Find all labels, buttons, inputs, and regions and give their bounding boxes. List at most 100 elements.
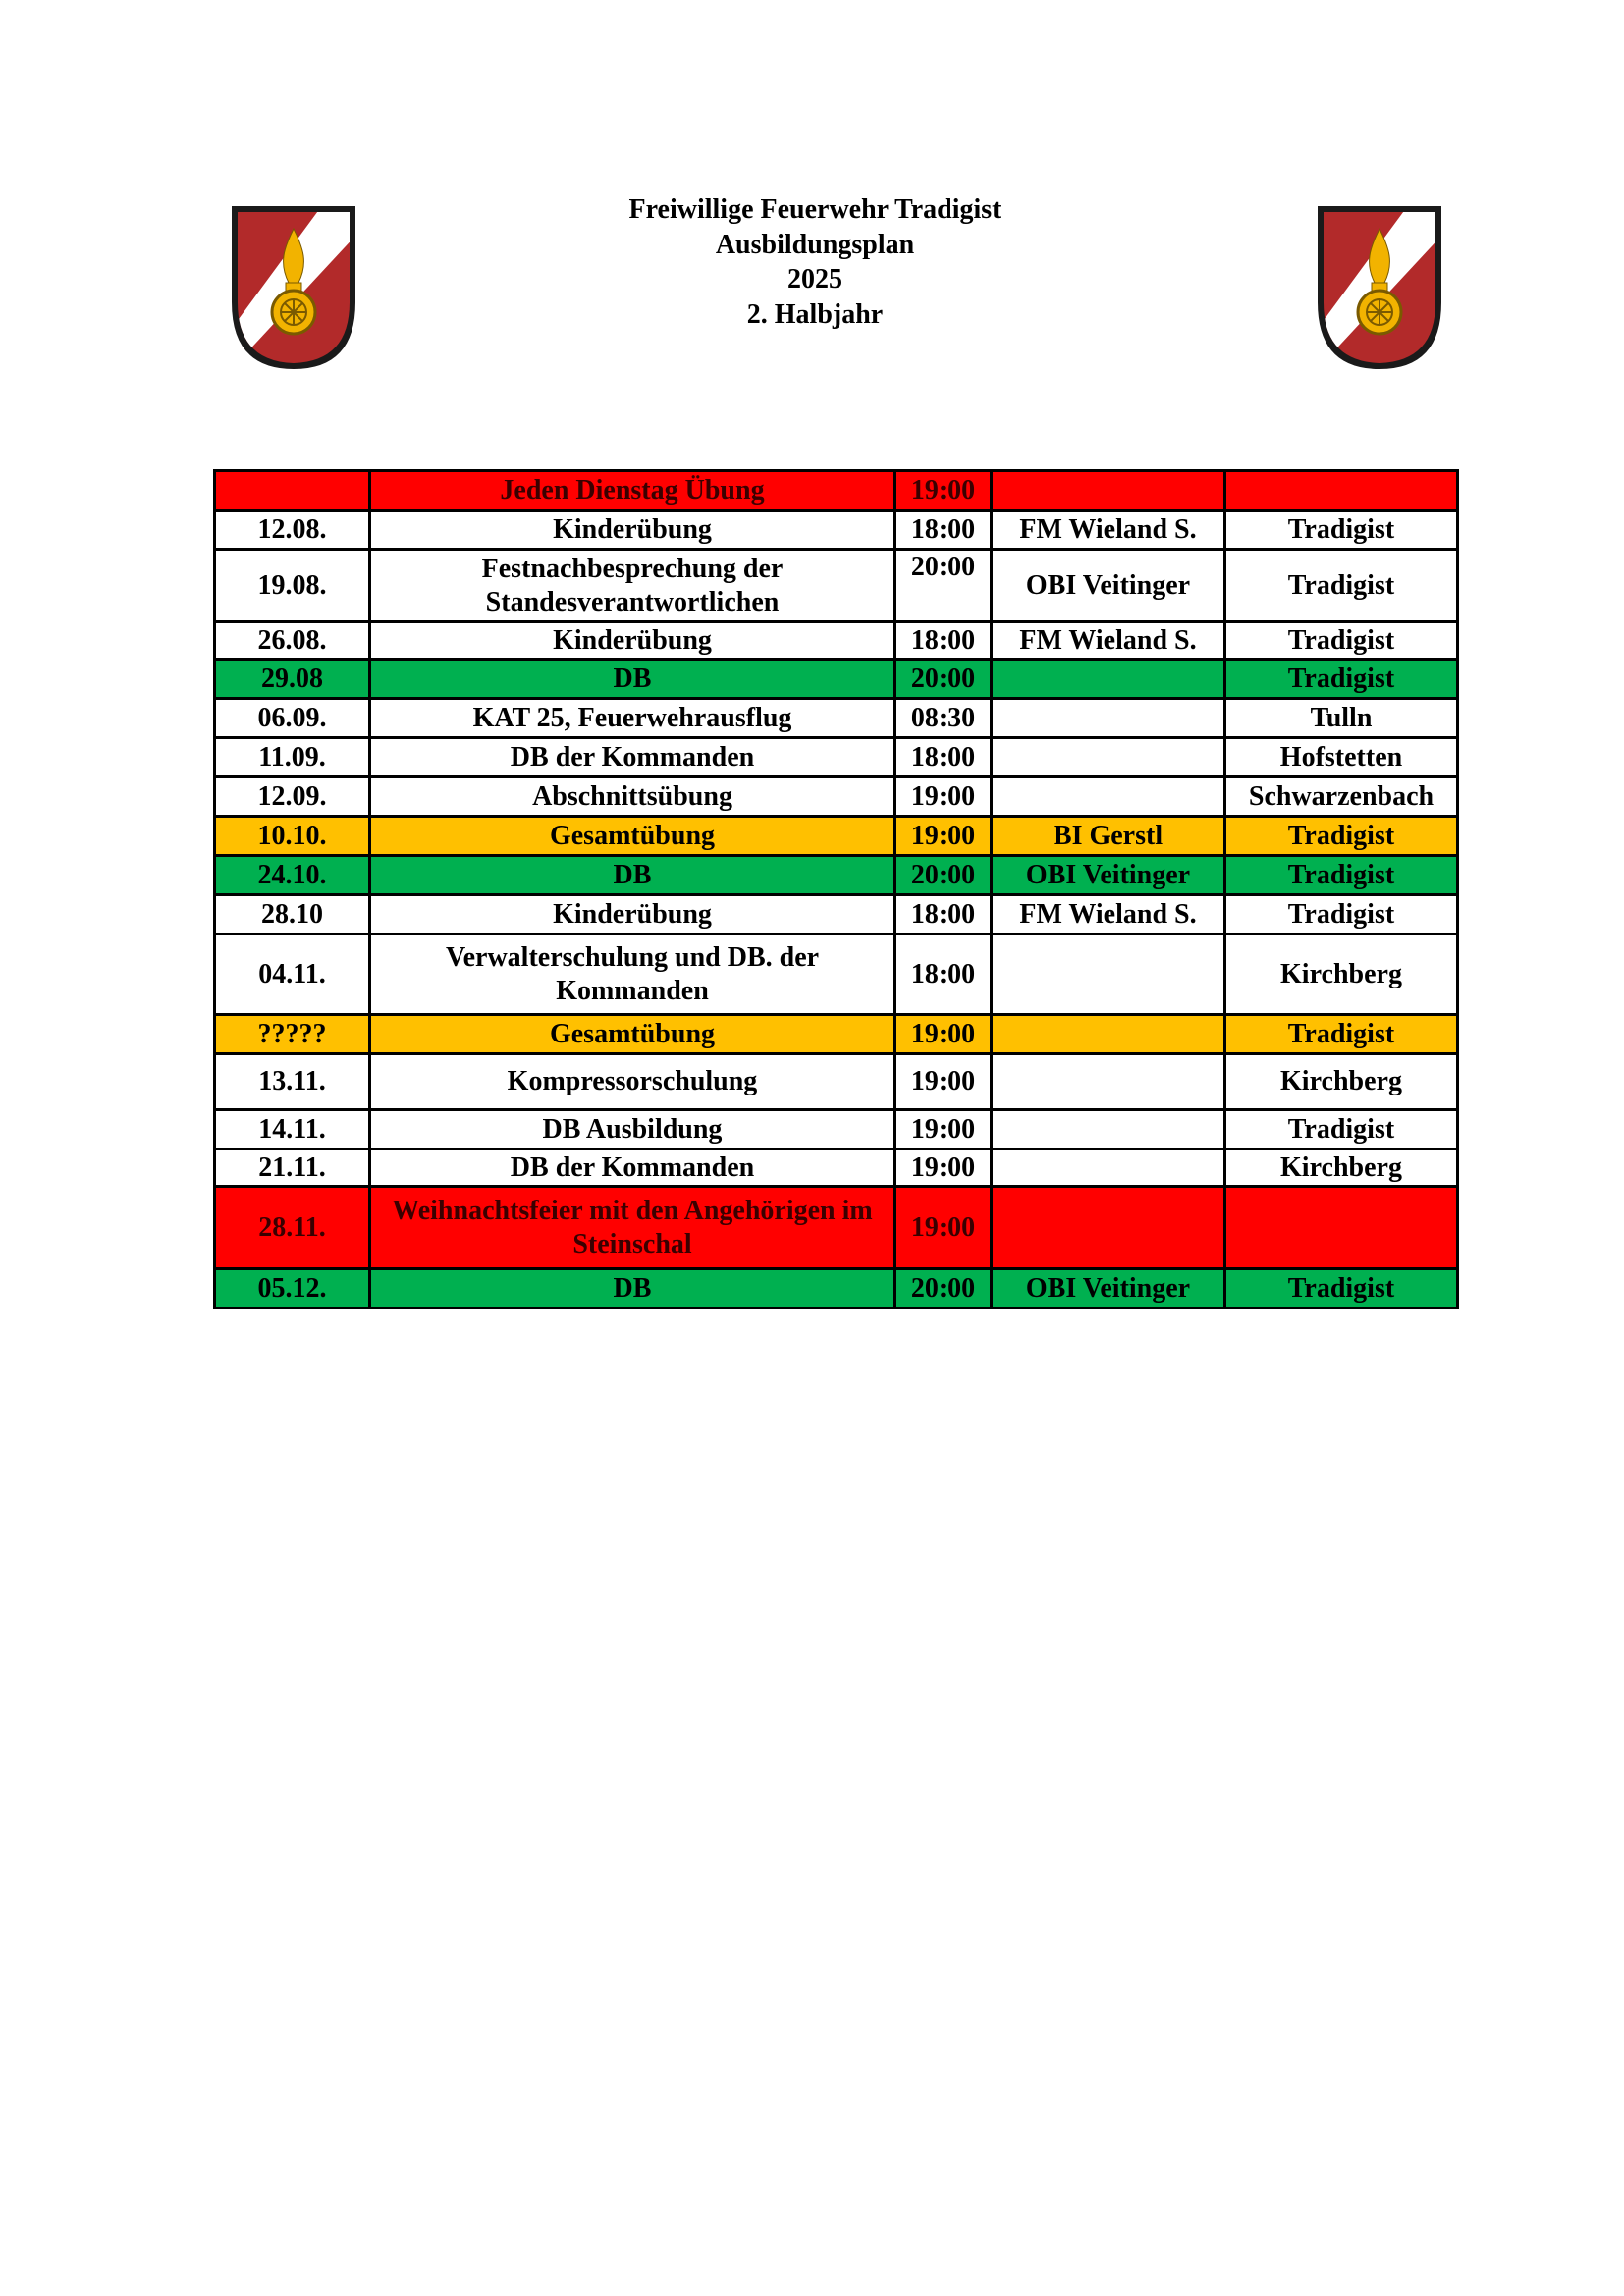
cell-event: KAT 25, Feuerwehrausflug [368, 697, 896, 739]
cell-event: Kinderübung [368, 620, 896, 661]
cell-event: DB [368, 854, 896, 896]
cell-date: 04.11. [213, 933, 371, 1016]
cell-time: 18:00 [893, 893, 993, 935]
cell-place: Tradigist [1223, 548, 1459, 623]
cell-date: 14.11. [213, 1108, 371, 1150]
cell-place: Tradigist [1223, 854, 1459, 896]
cell-place: Kirchberg [1223, 1148, 1459, 1188]
cell-lead [990, 697, 1226, 739]
cell-time: 19:00 [893, 1185, 993, 1270]
cell-date: 28.11. [213, 1185, 371, 1270]
cell-place [1223, 469, 1459, 512]
cell-lead: FM Wieland S. [990, 893, 1226, 935]
cell-place: Tradigist [1223, 1108, 1459, 1150]
cell-lead [990, 469, 1226, 512]
cell-date: 12.09. [213, 775, 371, 818]
cell-time: 19:00 [893, 1052, 993, 1111]
cell-place: Tulln [1223, 697, 1459, 739]
cell-date: 29.08 [213, 658, 371, 700]
cell-event: Kinderübung [368, 509, 896, 551]
fire-brigade-emblem-icon [1318, 206, 1441, 369]
cell-date: 11.09. [213, 736, 371, 778]
cell-place: Tradigist [1223, 658, 1459, 700]
cell-event: Festnachbesprechung der Standesverantwor… [368, 548, 896, 623]
cell-place: Tradigist [1223, 815, 1459, 857]
cell-date: 13.11. [213, 1052, 371, 1111]
document-title: Freiwillige Feuerwehr Tradigist Ausbildu… [520, 192, 1110, 332]
schedule-row: Jeden Dienstag Übung 19:00 [213, 469, 1459, 512]
schedule-row: 29.08 DB 20:00 Tradigist [213, 658, 1459, 700]
cell-time: 20:00 [893, 658, 993, 700]
cell-event: Jeden Dienstag Übung [368, 469, 896, 512]
title-year: 2025 [787, 264, 842, 294]
cell-event: Kinderübung [368, 893, 896, 935]
cell-lead [990, 1148, 1226, 1188]
cell-lead [990, 658, 1226, 700]
schedule-row: 05.12. DB 20:00 OBI Veitinger Tradigist [213, 1267, 1459, 1309]
cell-event: DB [368, 1267, 896, 1309]
cell-time: 19:00 [893, 815, 993, 857]
schedule-row: 11.09. DB der Kommanden 18:00 Hofstetten [213, 736, 1459, 778]
cell-place: Tradigist [1223, 893, 1459, 935]
cell-place: Tradigist [1223, 509, 1459, 551]
cell-event: DB Ausbildung [368, 1108, 896, 1150]
cell-lead: OBI Veitinger [990, 548, 1226, 623]
schedule-row: 06.09. KAT 25, Feuerwehrausflug 08:30 Tulln [213, 697, 1459, 739]
cell-lead [990, 736, 1226, 778]
cell-date: 21.11. [213, 1148, 371, 1188]
cell-time: 19:00 [893, 775, 993, 818]
cell-date: 06.09. [213, 697, 371, 739]
cell-event: Kompressorschulung [368, 1052, 896, 1111]
schedule-row: ????? Gesamtübung 19:00 Tradigist [213, 1013, 1459, 1055]
title-plan: Ausbildungsplan [715, 229, 915, 260]
cell-event: Weihnachtsfeier mit den Angehörigen im S… [368, 1185, 896, 1270]
cell-place: Hofstetten [1223, 736, 1459, 778]
cell-event: DB [368, 658, 896, 700]
cell-date: 12.08. [213, 509, 371, 551]
cell-time: 20:00 [893, 1267, 993, 1309]
cell-date [213, 469, 371, 512]
cell-lead: OBI Veitinger [990, 1267, 1226, 1309]
cell-time: 18:00 [893, 620, 993, 661]
schedule-row: 28.11. Weihnachtsfeier mit den Angehörige… [213, 1185, 1459, 1270]
cell-time: 19:00 [893, 469, 993, 512]
cell-time: 19:00 [893, 1108, 993, 1150]
cell-time: 19:00 [893, 1148, 993, 1188]
cell-event: Abschnittsübung [368, 775, 896, 818]
cell-place: Tradigist [1223, 620, 1459, 661]
cell-lead: OBI Veitinger [990, 854, 1226, 896]
schedule-row: 19.08. Festnachbesprechung der Standesver… [213, 548, 1459, 623]
cell-lead [990, 1185, 1226, 1270]
cell-place: Tradigist [1223, 1267, 1459, 1309]
cell-lead [990, 1108, 1226, 1150]
cell-date: 24.10. [213, 854, 371, 896]
cell-place: Schwarzenbach [1223, 775, 1459, 818]
schedule-row: 26.08. Kinderübung 18:00 FM Wieland S. Tradi… [213, 620, 1459, 661]
title-term: 2. Halbjahr [746, 298, 884, 330]
cell-place: Kirchberg [1223, 933, 1459, 1016]
cell-place [1223, 1185, 1459, 1270]
schedule-row: 13.11. Kompressorschulung 19:00 Kirchberg [213, 1052, 1459, 1111]
cell-date: 19.08. [213, 548, 371, 623]
cell-date: ????? [213, 1013, 371, 1055]
cell-lead [990, 933, 1226, 1016]
cell-lead: BI Gerstl [990, 815, 1226, 857]
cell-time: 08:30 [893, 697, 993, 739]
cell-place: Tradigist [1223, 1013, 1459, 1055]
schedule-row: 28.10 Kinderübung 18:00 FM Wieland S. Tradig… [213, 893, 1459, 935]
schedule-row: 10.10. Gesamtübung 19:00 BI Gerstl Tradigist [213, 815, 1459, 857]
cell-date: 05.12. [213, 1267, 371, 1309]
training-schedule-table: Jeden Dienstag Übung 19:00 12.08. Kinderübu… [213, 469, 1459, 1309]
cell-time: 20:00 [893, 854, 993, 896]
cell-event: Gesamtübung [368, 1013, 896, 1055]
cell-date: 10.10. [213, 815, 371, 857]
cell-lead [990, 1013, 1226, 1055]
cell-lead [990, 775, 1226, 818]
title-org: Freiwillige Feuerwehr Tradigist [628, 194, 1001, 225]
cell-time: 18:00 [893, 736, 993, 778]
fire-brigade-emblem-icon [232, 206, 355, 369]
schedule-row: 14.11. DB Ausbildung 19:00 Tradigist [213, 1108, 1459, 1150]
cell-event: DB der Kommanden [368, 1148, 896, 1188]
cell-place: Kirchberg [1223, 1052, 1459, 1111]
cell-time: 18:00 [893, 933, 993, 1016]
